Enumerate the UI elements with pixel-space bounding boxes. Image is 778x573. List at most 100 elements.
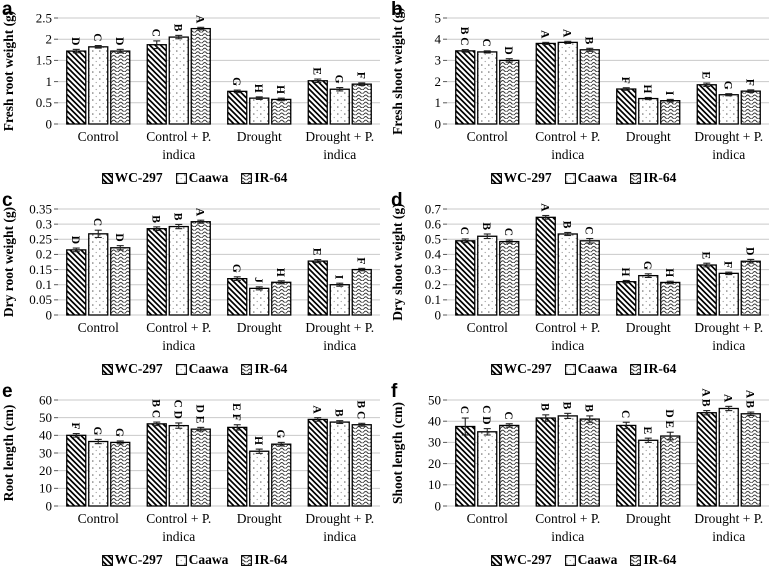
panel-e: 0 10 20 30 40 50 60 e Root length (cm) Control F G G… — [0, 382, 389, 573]
bar-IR-64-Control + P. indica — [579, 49, 600, 125]
x-category-label: indica — [162, 147, 195, 162]
bar-IR-64-Drought — [271, 281, 292, 316]
y-tick-label: 0.2 — [425, 277, 441, 292]
y-tick-label: 0.7 — [425, 201, 442, 216]
legend-label: WC-297 — [503, 552, 552, 567]
significance-letter: C D — [172, 399, 184, 419]
legend-entry-IR-64: IR-64 — [241, 361, 287, 377]
significance-letter: H — [252, 436, 264, 445]
legend-label: IR-64 — [254, 552, 288, 567]
x-category-label: Control — [78, 511, 120, 526]
bar-WC-297-Control + P. indica — [146, 44, 167, 125]
significance-letter: D E — [663, 409, 675, 428]
bar-WC-297-Control + P. indica — [146, 228, 167, 316]
bar-Caawa-Drought + P. indica — [718, 94, 739, 125]
panel-letter: c — [2, 191, 13, 211]
bar-WC-297-Control — [455, 425, 476, 507]
y-tick-label: 0 — [46, 498, 53, 513]
bar-Caawa-Drought — [638, 97, 659, 125]
y-tick-label: 60 — [39, 392, 52, 407]
significance-letter: G — [641, 261, 653, 270]
y-axis-title: Root length (cm) — [1, 405, 16, 502]
bar-WC-297-Control — [66, 434, 87, 507]
legend-entry-IR-64: IR-64 — [630, 170, 676, 186]
bar-IR-64-Control + P. indica — [190, 221, 211, 316]
legend-marker-swatch — [175, 554, 187, 566]
panel-letter: d — [391, 191, 403, 211]
significance-letter: C — [458, 227, 470, 235]
bar-IR-64-Drought + P. indica — [351, 83, 372, 125]
significance-letter: B C — [150, 399, 162, 418]
x-category-label: indica — [323, 147, 356, 162]
bar-IR-64-Drought + P. indica — [740, 90, 761, 125]
legend-label: WC-297 — [503, 170, 552, 185]
significance-letter: B — [561, 402, 573, 410]
bar-WC-297-Drought + P. indica — [696, 84, 717, 125]
bar-WC-297-Drought — [616, 88, 637, 125]
significance-letter: B — [561, 221, 573, 229]
x-category-label: Drought — [626, 320, 671, 335]
legend-marker-swatch — [630, 172, 642, 184]
x-category-label: Control — [467, 511, 509, 526]
legend-entry-Caawa: Caawa — [175, 170, 228, 186]
x-category-label: indica — [323, 529, 356, 544]
bar-IR-64-Control + P. indica — [190, 428, 211, 507]
significance-letter: F — [355, 257, 367, 264]
bar-IR-64-Control — [499, 59, 520, 125]
legend-label: WC-297 — [503, 361, 552, 376]
significance-letter: A — [722, 394, 734, 403]
y-tick-label: 30 — [428, 435, 441, 450]
panel-e-legend: WC-297 Caawa IR-64 — [0, 548, 389, 572]
x-category-label: Control — [78, 320, 120, 335]
bar-IR-64-Drought + P. indica — [351, 424, 372, 507]
y-tick-label: 3 — [435, 53, 442, 68]
significance-letter: D — [502, 46, 514, 54]
panel-b-legend: WC-297 Caawa IR-64 — [389, 166, 778, 190]
significance-letter: D — [69, 37, 81, 45]
significance-letter: A B — [744, 390, 756, 409]
y-tick-label: 0.15 — [29, 262, 52, 277]
significance-letter: A — [194, 208, 206, 217]
x-category-label: indica — [551, 529, 584, 544]
significance-letter: D — [744, 247, 756, 255]
y-tick-label: 10 — [39, 481, 52, 496]
significance-letter: C — [91, 218, 103, 226]
y-tick-label: 2.5 — [36, 10, 52, 25]
wavy-lines-legend-marker-icon — [630, 363, 642, 375]
bar-WC-297-Drought — [616, 281, 637, 316]
legend-label: IR-64 — [643, 361, 677, 376]
y-tick-label: 10 — [428, 477, 441, 492]
bar-IR-64-Drought + P. indica — [740, 413, 761, 507]
significance-letter: C — [583, 226, 595, 234]
y-tick-label: 4 — [435, 32, 442, 47]
significance-letter: H — [274, 85, 286, 94]
panel-letter: e — [2, 382, 13, 402]
y-tick-label: 5 — [435, 10, 442, 25]
bar-Caawa-Control — [88, 440, 109, 507]
legend-label: IR-64 — [643, 552, 677, 567]
x-category-label: Control — [467, 129, 509, 144]
legend-entry-WC-297: WC-297 — [490, 170, 552, 186]
y-tick-label: 0 — [46, 307, 53, 322]
x-category-label: Drought — [237, 320, 282, 335]
panel-a-legend: WC-297 Caawa IR-64 — [0, 166, 389, 190]
x-category-label: Control + P. — [146, 320, 211, 335]
panel-letter: f — [391, 382, 398, 402]
bar-WC-297-Control — [455, 50, 476, 125]
significance-letter: G — [113, 428, 125, 437]
bar-WC-297-Drought — [616, 424, 637, 507]
legend-entry-WC-297: WC-297 — [490, 361, 552, 377]
legend-marker-swatch — [101, 363, 113, 375]
legend-entry-IR-64: IR-64 — [630, 361, 676, 377]
sparse-dots-legend-marker-icon — [564, 363, 576, 375]
significance-letter: B — [583, 37, 595, 45]
x-category-label: Drought — [626, 129, 671, 144]
significance-letter: A — [561, 29, 573, 38]
y-tick-label: 2 — [435, 74, 442, 89]
significance-letter: I — [663, 91, 675, 96]
legend-marker-swatch — [241, 363, 253, 375]
bar-WC-297-Control + P. indica — [146, 423, 167, 507]
significance-letter: H — [619, 268, 631, 277]
legend-label: Caawa — [577, 552, 618, 567]
